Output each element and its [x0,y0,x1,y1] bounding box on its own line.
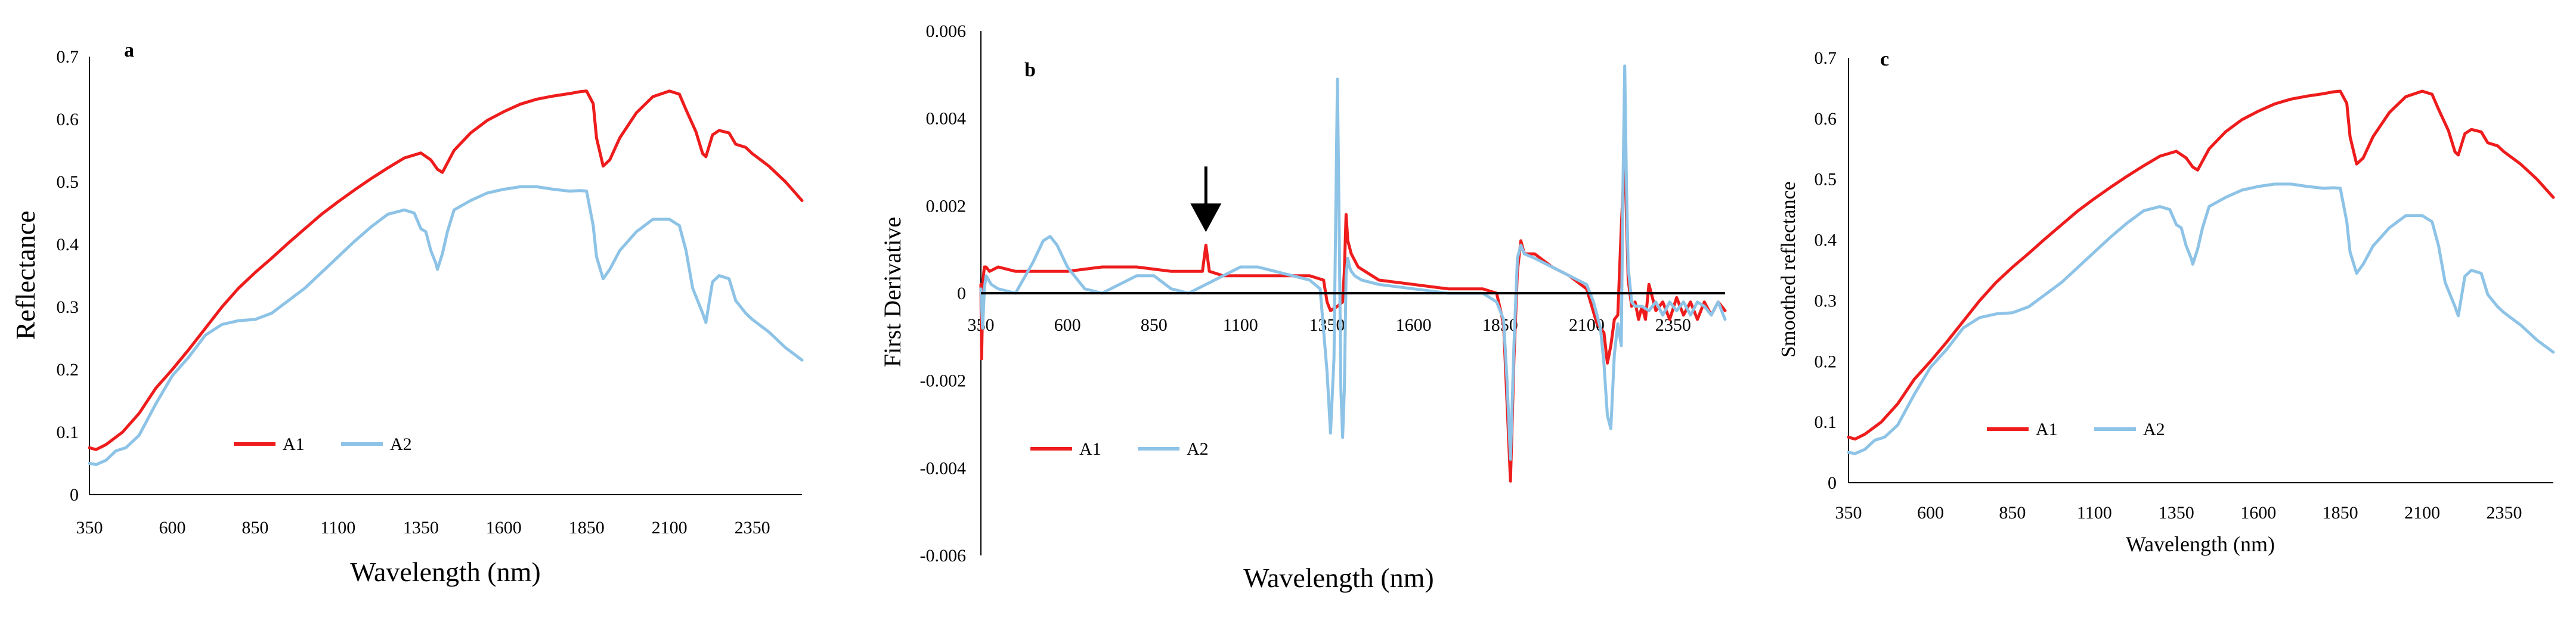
series-line-a1 [979,151,1727,483]
x-tick-label: 1100 [320,518,355,538]
x-tick-label: 1600 [486,518,522,538]
x-axis-title: Wavelength (nm) [350,557,540,587]
annotation-arrow-head [1190,203,1222,232]
legend-label-a2: A2 [1187,439,1209,459]
y-tick-label: 0.1 [57,423,79,442]
x-tick-label: 600 [1054,315,1081,335]
y-tick-label: 0.3 [57,297,79,317]
y-tick-label: 0.002 [926,196,967,216]
x-tick-label: 1850 [1482,315,1518,335]
x-tick-label: 1350 [403,518,439,538]
y-tick-label: 0.006 [926,21,967,41]
x-tick-label: 350 [1835,503,1862,523]
legend-label-a2: A2 [390,434,412,454]
y-tick-label: 0.6 [1815,109,1837,129]
series-line-a2 [88,185,804,467]
y-tick-label: -0.002 [920,371,967,391]
series-line-a2 [1847,182,2555,455]
x-tick-label: 850 [1999,503,2026,523]
x-tick-label: 2100 [652,518,688,538]
y-tick-label: 0.4 [1815,231,1837,250]
y-tick-label: 0.5 [1815,170,1837,190]
x-tick-label: 2100 [2404,503,2440,523]
y-tick-label: 0.004 [926,109,967,129]
panel-label: b [1024,59,1036,81]
x-axis-title: Wavelength (nm) [2126,532,2275,556]
y-tick-label: 0 [70,485,79,505]
y-tick-label: 0.7 [57,47,79,67]
y-axis-title: First Derivative [879,217,906,367]
x-tick-label: 1100 [2077,503,2112,523]
y-tick-label: 0.2 [57,360,79,380]
series-line-a2 [979,64,1727,461]
x-tick-label: 2350 [2487,503,2522,523]
y-tick-label: -0.004 [920,458,967,478]
panel-label: c [1880,48,1889,70]
x-tick-label: 850 [242,518,268,538]
x-tick-label: 2350 [1655,315,1691,335]
x-tick-label: 850 [1141,315,1168,335]
y-tick-label: 0.3 [1815,291,1837,310]
y-tick-label: 0 [957,284,966,303]
legend-label-a2: A2 [2143,420,2165,439]
panel-label: a [124,39,134,61]
legend-label-a1: A1 [283,434,305,454]
x-axis-title: Wavelength (nm) [1243,563,1433,593]
x-tick-label: 1350 [2159,503,2194,523]
chart-panel-a: 0 0.1 0.2 0.3 0.4 0.5 0.6 0.7 350 600 850 1100 1350 1… [10,39,804,587]
y-tick-label: 0.2 [1815,352,1837,371]
legend-label-a1: A1 [1079,439,1101,459]
x-tick-label: 600 [159,518,185,538]
y-tick-label: 0.6 [57,110,79,129]
x-tick-label: 1100 [1223,315,1258,335]
x-tick-label: 350 [76,518,103,538]
y-tick-label: -0.006 [920,546,967,566]
x-tick-label: 1850 [569,518,605,538]
x-tick-label: 2350 [735,518,770,538]
x-tick-label: 600 [1917,503,1944,523]
legend-label-a1: A1 [2036,420,2058,439]
series-line-a1 [1847,89,2555,441]
y-tick-label: 0 [1828,473,1837,493]
y-tick-label: 0.5 [57,172,79,192]
series-line-a1 [88,89,804,451]
y-tick-label: 0.7 [1815,48,1837,68]
y-axis-title: Smoothed reflectance [1778,181,1800,357]
chart-panel-c: 0 0.1 0.2 0.3 0.4 0.5 0.6 0.7 350 600 850 1100 1350 1… [1778,48,2555,556]
x-tick-label: 1600 [2240,503,2276,523]
x-tick-label: 1600 [1396,315,1432,335]
y-tick-label: 0.1 [1815,412,1837,432]
y-tick-label: 0.4 [57,235,79,254]
x-tick-label: 1850 [2323,503,2358,523]
y-axis-title: Reflectance [10,210,41,340]
